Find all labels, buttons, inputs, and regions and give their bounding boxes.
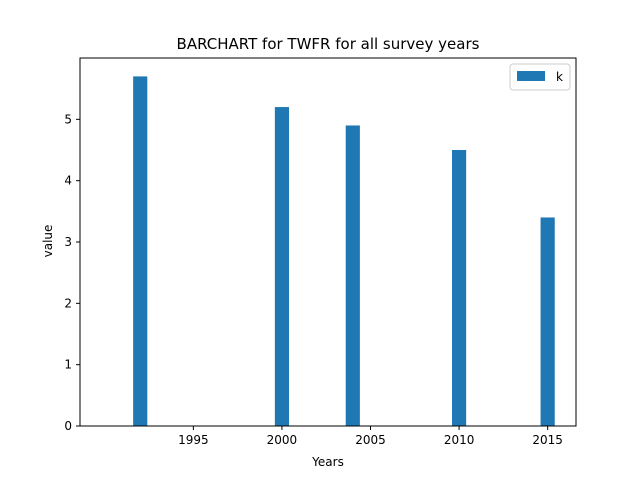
y-tick-label: 0 — [64, 419, 72, 433]
bar — [452, 150, 467, 426]
x-tick-label: 2015 — [532, 433, 563, 447]
legend-swatch — [517, 71, 545, 81]
bar — [540, 217, 555, 426]
y-tick-label: 1 — [64, 358, 72, 372]
chart-title: BARCHART for TWFR for all survey years — [177, 35, 480, 53]
plot-frame — [79, 57, 577, 427]
plot-area: 1995 2000 2005 2010 2015 0 1 2 3 4 5 — [64, 57, 577, 447]
bar — [345, 125, 360, 426]
y-tick-label: 3 — [64, 235, 72, 249]
x-tick-label: 2005 — [355, 433, 386, 447]
bar — [133, 76, 148, 427]
legend-label: k — [556, 70, 563, 84]
x-tick-label: 2000 — [267, 433, 298, 447]
bar — [274, 107, 290, 426]
legend: k — [509, 63, 571, 91]
y-tick-label: 4 — [64, 174, 72, 188]
y-tick-label: 5 — [64, 112, 72, 126]
x-tick-label: 2010 — [444, 433, 475, 447]
y-axis-title: value — [41, 225, 55, 258]
x-axis-title: Years — [311, 455, 344, 469]
x-tick-label: 1995 — [178, 433, 209, 447]
y-tick-label: 2 — [64, 296, 72, 310]
